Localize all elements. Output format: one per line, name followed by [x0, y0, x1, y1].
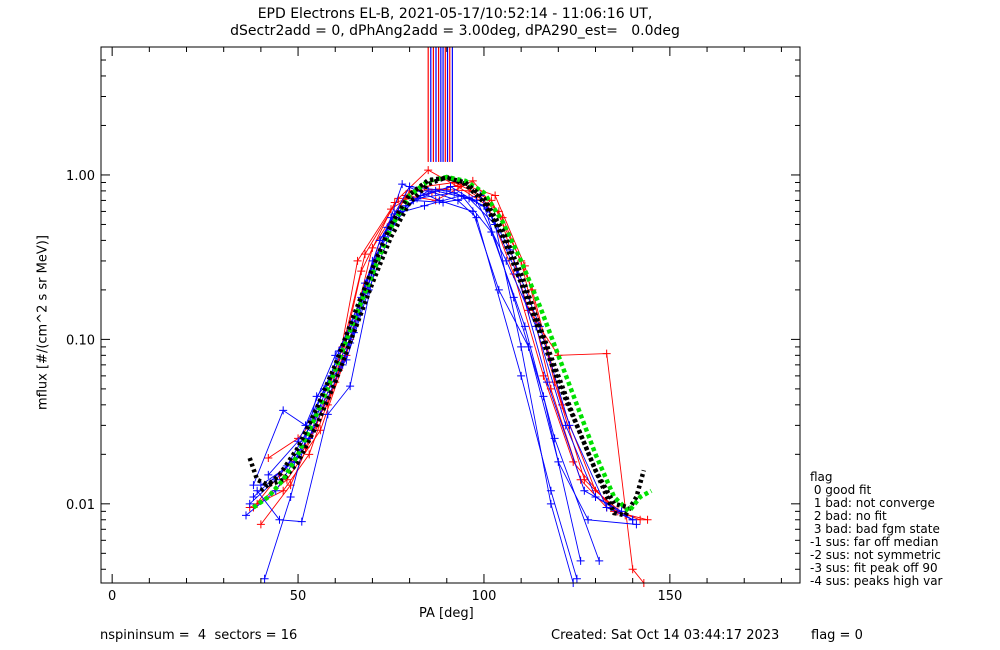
y-tick-label-0: 0.01	[66, 498, 95, 513]
data-point-3-1	[279, 486, 288, 495]
data-point-11-11	[602, 503, 611, 512]
data-point-10-11	[595, 556, 604, 565]
legend-item-6: -3 sus: fit peak off 90	[810, 561, 938, 575]
data-point-0-4	[353, 256, 362, 265]
footer-nspininsum: nspininsum = 4 sectors = 16	[100, 628, 298, 643]
x-tick-label-0: 0	[108, 589, 116, 604]
data-point-9-7	[446, 182, 455, 191]
data-point-12-7	[465, 194, 474, 203]
series-line-4	[256, 180, 626, 516]
data-point-7-11	[572, 574, 581, 583]
series-line-5	[245, 186, 633, 521]
data-point-9-10	[543, 378, 552, 387]
y-tick-label-1: 0.10	[66, 333, 95, 348]
series-line-12	[253, 190, 574, 583]
data-point-3-2	[305, 450, 314, 459]
data-point-3-11	[580, 475, 589, 484]
footer-flag: flag = 0	[811, 628, 863, 643]
data-point-12-6	[431, 186, 440, 195]
data-point-3-8	[491, 191, 500, 200]
data-point-4-4	[368, 243, 377, 252]
legend-item-2: 2 bad: no fit	[810, 509, 887, 523]
data-point-8-2	[297, 517, 306, 526]
x-tick-label-100: 100	[472, 589, 497, 604]
data-point-11-0	[264, 470, 273, 479]
data-point-8-3	[323, 410, 332, 419]
series-line-6	[252, 192, 582, 561]
data-point-1-6	[424, 166, 433, 175]
data-point-2-0	[264, 453, 273, 462]
data-point-11-10	[565, 421, 574, 430]
data-point-1-10	[539, 371, 548, 380]
data-point-10-7	[457, 191, 466, 200]
data-point-10-8	[487, 227, 496, 236]
x-tick-label-50: 50	[290, 589, 307, 604]
data-point-10-9	[520, 322, 529, 331]
data-point-2-12	[628, 565, 637, 574]
legend-item-3: 3 bad: bad fgm state	[810, 522, 940, 536]
legend-title: flag	[810, 470, 833, 484]
data-point-10-6	[420, 201, 429, 210]
data-point-9-0	[245, 499, 254, 508]
plot-frame	[100, 46, 801, 584]
data-point-1-0	[256, 520, 265, 529]
data-point-9-11	[580, 486, 589, 495]
data-point-1-13	[643, 515, 652, 524]
legend-item-7: -4 sus: peaks high var	[810, 574, 943, 588]
data-point-6-11	[576, 556, 585, 565]
fit-curve-13	[247, 174, 646, 518]
data-point-6-1	[279, 406, 288, 415]
data-point-11-12	[628, 515, 637, 524]
series-line-7	[264, 190, 578, 579]
data-point-8-6	[398, 180, 407, 189]
data-point-8-13	[632, 520, 641, 529]
series-line-0	[253, 182, 641, 521]
data-point-1-4	[360, 250, 369, 259]
data-point-0-13	[636, 515, 645, 524]
data-point-8-11	[554, 457, 563, 466]
fit-curve-15	[259, 175, 630, 510]
x-tick-label-150: 150	[657, 589, 682, 604]
data-point-7-1	[286, 493, 295, 502]
data-point-7-9	[517, 371, 526, 380]
series-line-9	[249, 186, 622, 512]
data-point-12-0	[249, 493, 258, 502]
data-point-4-2	[316, 426, 325, 435]
data-point-8-9	[494, 285, 503, 294]
data-point-8-12	[584, 515, 593, 524]
series-line-3	[249, 183, 619, 512]
data-point-8-1	[275, 515, 284, 524]
data-point-8-4	[346, 382, 355, 391]
data-point-8-10	[524, 342, 533, 351]
data-point-5-9	[502, 256, 511, 265]
legend-item-4: -1 sus: far off median	[810, 535, 939, 549]
fit-curve-14	[252, 174, 653, 515]
x-axis-label: PA [deg]	[419, 606, 474, 621]
chart-title-line1: EPD Electrons EL-B, 2021-05-17/10:52:14 …	[257, 6, 653, 22]
legend-item-5: -2 sus: not symmetric	[810, 548, 941, 562]
legend-item-0: 0 good fit	[810, 483, 872, 497]
data-point-10-10	[550, 434, 559, 443]
y-tick-label-2: 1.00	[66, 169, 95, 184]
data-point-7-2	[312, 392, 321, 401]
y-axis-label: mflux [#/(cm^2 s sr MeV)]	[35, 235, 51, 410]
legend-item-1: 1 bad: not converge	[810, 496, 935, 510]
chart-title-line2: dSectr2add = 0, dPhAng2add = 3.00deg, dP…	[230, 23, 680, 39]
series-line-1	[260, 169, 648, 525]
data-point-3-4	[357, 267, 366, 276]
data-point-7-0	[260, 574, 269, 583]
footer-created: Created: Sat Oct 14 03:44:17 2023	[551, 628, 780, 643]
data-point-12-10	[546, 499, 555, 508]
data-point-11-6	[439, 198, 448, 207]
data-point-6-0	[249, 481, 258, 490]
data-point-2-11	[602, 349, 611, 358]
data-point-8-7	[435, 196, 444, 205]
data-point-5-0	[242, 511, 251, 520]
data-point-12-9	[517, 342, 526, 351]
